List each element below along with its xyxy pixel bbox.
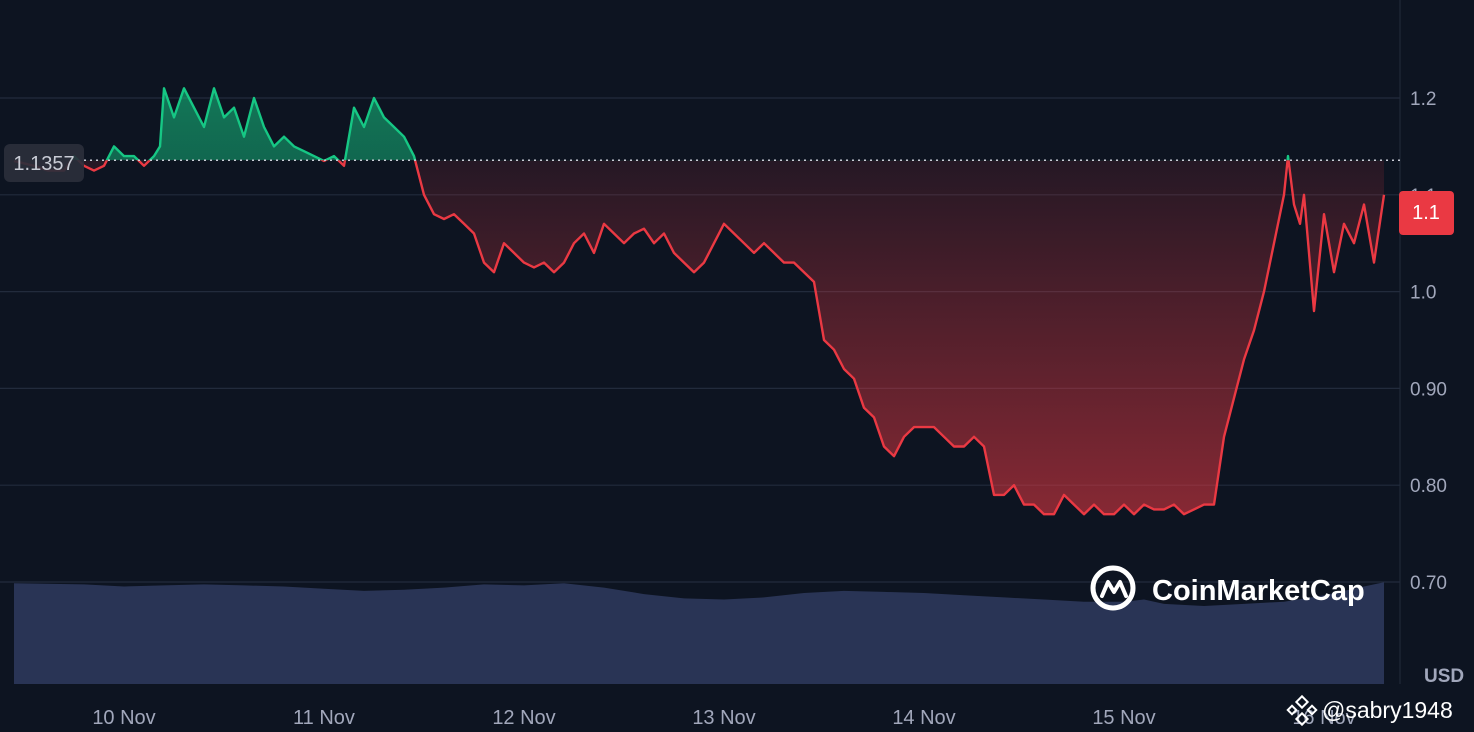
x-tick-label: 12 Nov: [492, 707, 555, 729]
reference-price-label: 1.1357: [13, 153, 74, 175]
x-tick-label: 15 Nov: [1092, 707, 1155, 729]
reference-price-badge: 1.1357: [4, 144, 84, 182]
area-above-reference: [14, 88, 1384, 161]
price-area: [14, 88, 1384, 515]
currency-unit: USD: [1424, 666, 1464, 687]
volume-shape: [14, 582, 1384, 684]
y-tick-label: 1.2: [1410, 89, 1436, 110]
coinmarketcap-watermark: CoinMarketCap: [1090, 565, 1365, 611]
y-tick-label: 0.70: [1410, 573, 1447, 594]
x-tick-label: 11 Nov: [293, 707, 355, 729]
coinmarketcap-logo-icon: [1090, 565, 1136, 611]
y-axis: 1.2 1.1 1.0 0.90 0.80 0.70: [1410, 89, 1447, 594]
line-below-reference: [13, 160, 1386, 516]
x-axis: 10 Nov 11 Nov 12 Nov 13 Nov 14 Nov 15 Nov 16 N…: [92, 707, 1355, 729]
current-price-badge: 1.1: [1399, 191, 1454, 235]
y-tick-label: 0.80: [1410, 476, 1447, 497]
area-below-reference: [14, 160, 1384, 515]
grid-lines: [0, 0, 1401, 684]
attribution-handle: @sabry1948: [1322, 697, 1453, 723]
attribution: @sabry1948: [1286, 694, 1453, 727]
volume-area: [14, 582, 1384, 684]
x-tick-label: 13 Nov: [692, 707, 755, 729]
x-tick-label: 10 Nov: [92, 707, 155, 729]
y-tick-label: 0.90: [1410, 379, 1447, 400]
current-price-label: 1.1: [1412, 202, 1440, 224]
watermark-brand: CoinMarketCap: [1152, 575, 1365, 607]
binance-logo-icon: [1286, 694, 1318, 727]
y-tick-label: 1.0: [1410, 283, 1436, 304]
x-tick-label: 16 Nov: [1292, 707, 1355, 729]
line-above-reference: [14, 87, 1290, 161]
x-tick-label: 14 Nov: [892, 707, 955, 729]
price-line: [13, 87, 1386, 516]
